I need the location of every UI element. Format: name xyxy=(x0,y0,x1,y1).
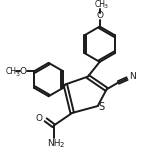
Text: 2: 2 xyxy=(59,142,64,148)
Text: S: S xyxy=(99,102,105,112)
Text: CH: CH xyxy=(6,67,17,76)
Text: N: N xyxy=(129,72,135,81)
Text: NH: NH xyxy=(47,139,60,148)
Text: 3: 3 xyxy=(16,72,19,77)
Text: 3: 3 xyxy=(104,4,108,9)
Text: CH: CH xyxy=(94,0,105,9)
Text: O: O xyxy=(96,11,103,20)
Text: O: O xyxy=(20,67,27,76)
Text: O: O xyxy=(35,114,42,123)
